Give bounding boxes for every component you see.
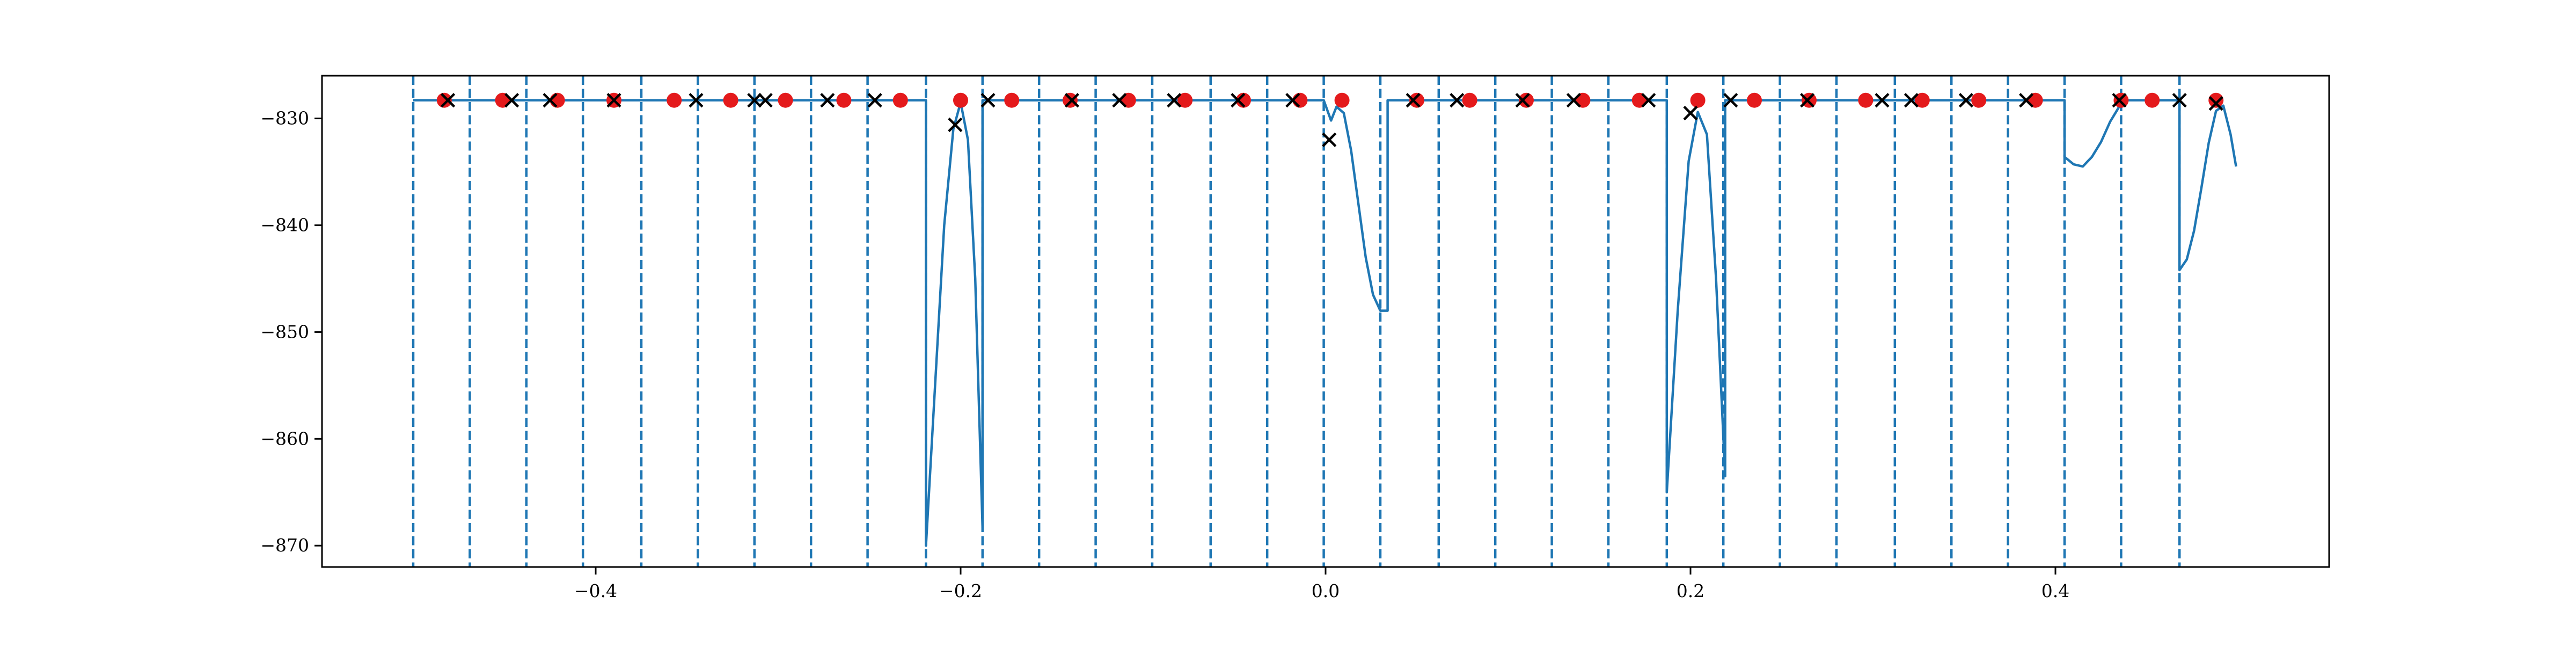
red-dot-marker	[1858, 92, 1874, 108]
y-axis: −830 −840 −850 −860 −870	[260, 108, 322, 556]
red-dot-marker	[1462, 92, 1477, 108]
black-x-marker	[606, 93, 621, 108]
red-dot-marker	[1747, 92, 1762, 108]
black-x-marker	[1641, 93, 1656, 108]
red-dot-marker	[1971, 92, 1987, 108]
black-x-marker	[1958, 93, 1973, 108]
black-x-marker	[1064, 93, 1079, 108]
red-dot-marker	[667, 92, 682, 108]
red-dot-marker	[1004, 92, 1020, 108]
black-x-marker	[543, 93, 558, 108]
black-x-marker	[1723, 93, 1738, 108]
black-x-marker	[980, 93, 996, 108]
x-tick-label: 0.4	[2041, 580, 2069, 601]
red-dot-marker	[778, 92, 793, 108]
red-dot-marker	[1236, 92, 1251, 108]
x-tick-label: −0.4	[574, 580, 617, 601]
black-x-marker	[1515, 93, 1530, 108]
red-dot-marker	[1914, 92, 1930, 108]
red-dot-marker	[1292, 92, 1308, 108]
y-tick-label: −870	[260, 535, 309, 556]
x-tick-label: −0.2	[939, 580, 982, 601]
black-x-marker	[1167, 93, 1182, 108]
red-dot-marker	[953, 92, 968, 108]
black-x-marker	[867, 93, 882, 108]
red-dot-marker	[723, 92, 738, 108]
black-x-marker	[747, 93, 762, 108]
black-x-marker	[1683, 106, 1698, 121]
y-tick-label: −830	[260, 108, 309, 129]
red-dot-marker	[1690, 92, 1706, 108]
black-x-marker	[1875, 93, 1890, 108]
black-x-marker	[2019, 93, 2034, 108]
x-tick-label: 0.0	[1312, 580, 1340, 601]
red-dot-marker	[2208, 92, 2224, 108]
black-x-marker	[2208, 96, 2223, 111]
black-x-marker	[1231, 93, 1246, 108]
black-x-marker	[820, 93, 835, 108]
black-x-marker	[2112, 93, 2127, 108]
black-x-marker	[1285, 93, 1300, 108]
y-tick-label: −840	[260, 214, 309, 235]
red-dot-marker	[1177, 92, 1193, 108]
black-x-marker	[1406, 93, 1421, 108]
red-dot-marker	[1409, 92, 1424, 108]
red-dot-marker	[550, 92, 565, 108]
red-dot-marker	[892, 92, 908, 108]
series-layer	[413, 99, 2237, 547]
x-tick-label: 0.2	[1677, 580, 1704, 601]
red-dot-marker	[2145, 92, 2160, 108]
black-x-marker	[1566, 93, 1581, 108]
y-tick-label: −860	[260, 428, 309, 449]
black-x-marker	[758, 93, 773, 108]
black-x-marker	[1800, 93, 1815, 108]
black-x-marker	[1450, 93, 1465, 108]
red-dot-marker	[1334, 92, 1350, 108]
black-x-marker	[504, 93, 519, 108]
red-dot-marker	[2113, 92, 2129, 108]
series-line	[413, 99, 2237, 547]
red-dot-marker	[836, 92, 852, 108]
black-x-marker	[948, 117, 963, 133]
black-x-marker	[689, 93, 704, 108]
markers-layer	[436, 92, 2224, 147]
red-dot-marker	[436, 92, 452, 108]
x-axis: −0.4 −0.2 0.0 0.2 0.4	[574, 567, 2069, 601]
red-dot-marker	[1519, 92, 1534, 108]
black-x-marker	[441, 93, 456, 108]
black-x-marker	[1112, 93, 1127, 108]
red-dot-marker	[1063, 92, 1078, 108]
black-x-marker	[1904, 93, 1919, 108]
black-x-marker	[2172, 93, 2187, 108]
red-dot-marker	[1802, 92, 1817, 108]
black-x-marker	[1322, 132, 1337, 147]
y-tick-label: −850	[260, 321, 309, 342]
